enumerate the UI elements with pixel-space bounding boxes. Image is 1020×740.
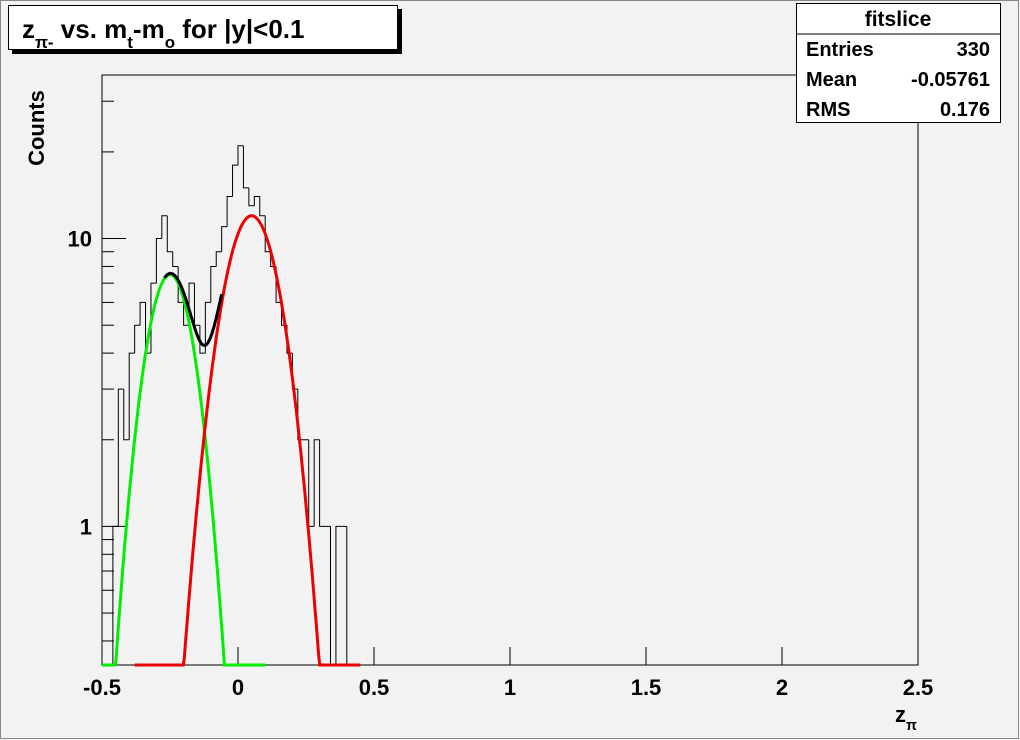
- histogram-bin: [117, 388, 124, 527]
- histogram-bin: [112, 525, 119, 665]
- histogram-bin: [335, 525, 342, 665]
- fit-curve: [163, 271, 224, 347]
- stats-label: RMS: [806, 99, 850, 121]
- y-tick-label: 1: [80, 514, 92, 539]
- histogram-bin: [248, 187, 255, 207]
- histogram-bin: [221, 226, 228, 252]
- title-box: [8, 5, 398, 50]
- stats-label: Mean: [806, 69, 857, 91]
- y-axis-label: Counts: [24, 90, 49, 166]
- text-part: z: [895, 702, 906, 727]
- x-tick-label: 0.5: [359, 675, 390, 700]
- histogram-bin: [237, 145, 244, 166]
- stats-title: fitslice: [865, 8, 932, 31]
- histogram-bin: [242, 145, 249, 189]
- text-part: for |y|<0.1: [175, 14, 304, 44]
- stats-label: Entries: [806, 39, 874, 61]
- histogram-bin: [226, 195, 233, 227]
- x-tick-label: 1: [504, 675, 516, 700]
- histogram-bin: [134, 324, 141, 354]
- histogram-bin: [232, 164, 238, 197]
- histogram-bin: [199, 325, 206, 354]
- histogram-bin: [166, 215, 173, 253]
- histogram-bin: [319, 439, 326, 527]
- histogram-bin: [128, 352, 135, 440]
- x-tick-label: 1.5: [631, 675, 662, 700]
- stats-value: 0.176: [940, 99, 990, 121]
- histogram-bin: [161, 215, 168, 239]
- text-part: z: [22, 14, 35, 44]
- subscript: π-: [35, 33, 54, 52]
- histogram-bin: [123, 389, 130, 441]
- histogram-bin: [215, 251, 222, 267]
- stats-value: 330: [957, 39, 990, 61]
- histogram-bin: [183, 302, 190, 326]
- fit-curve: [102, 272, 266, 667]
- stats-box: [796, 3, 1001, 123]
- subscript: o: [165, 33, 175, 52]
- x-axis-label: zπ: [895, 702, 917, 734]
- chart-title: zπ- vs. mt-mo for |y|<0.1: [22, 14, 304, 52]
- histogram-bin: [210, 265, 217, 303]
- x-tick-label: 0: [232, 675, 244, 700]
- histogram-bin: [172, 251, 179, 267]
- histogram-bin: [313, 439, 320, 527]
- x-tick-label: -0.5: [83, 675, 121, 700]
- histogram-bin: [139, 301, 146, 326]
- text-part: vs. m: [54, 14, 128, 44]
- histogram-bin: [204, 301, 211, 354]
- histogram-bin: [155, 238, 162, 284]
- histogram-bin: [253, 195, 260, 206]
- fit-curve: [134, 214, 361, 667]
- x-tick-label: 2.5: [903, 675, 934, 700]
- x-tick-label: 2: [776, 675, 788, 700]
- histogram-bin: [259, 196, 266, 217]
- y-tick-label: 10: [68, 227, 92, 252]
- text-part: -m: [133, 14, 165, 44]
- subscript: π: [906, 718, 917, 734]
- subscript: t: [127, 33, 133, 52]
- histogram-bin: [264, 215, 271, 253]
- stats-value: -0.05761: [911, 69, 990, 91]
- histogram-bin: [297, 389, 304, 441]
